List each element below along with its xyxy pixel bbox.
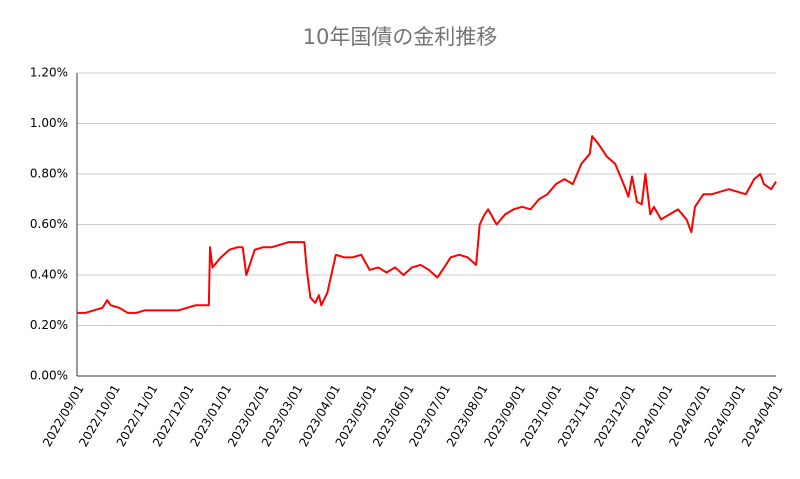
y-tick-label: 0.60% — [30, 217, 68, 231]
y-tick-label: 0.40% — [30, 268, 68, 282]
y-tick-label: 1.20% — [30, 66, 68, 80]
y-tick-label: 0.20% — [30, 318, 68, 332]
line — [77, 135, 777, 314]
y-tick-label: 0.00% — [30, 369, 68, 383]
chart-title: 10年国債の金利推移 — [303, 25, 498, 49]
y-tick-label: 1.00% — [30, 116, 68, 130]
y-tick-label: 0.80% — [30, 167, 68, 181]
